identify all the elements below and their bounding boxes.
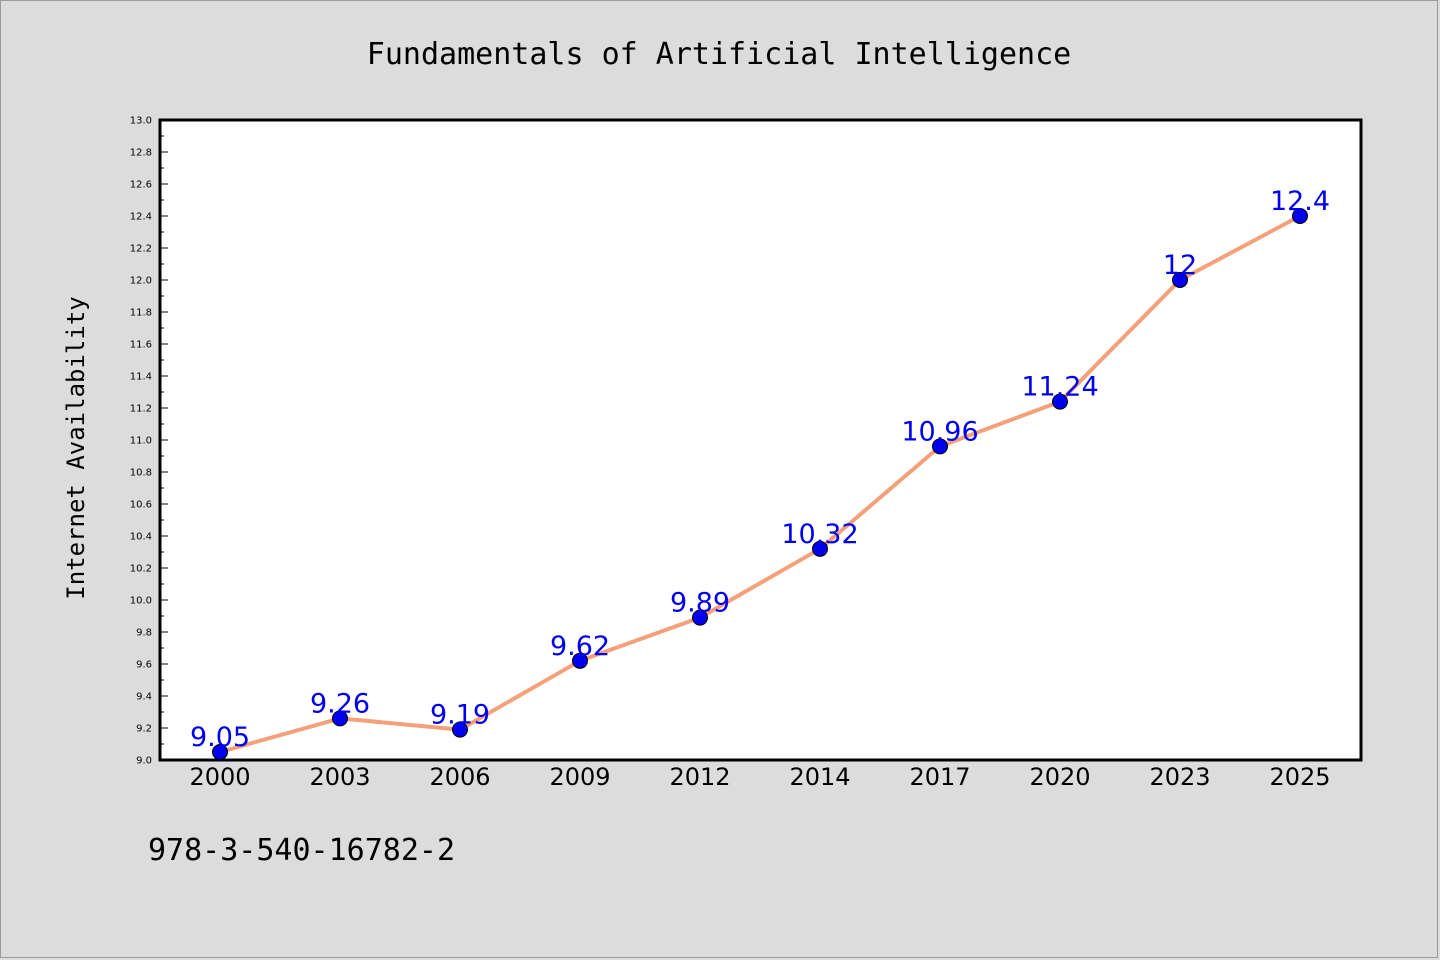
data-label: 10.32 (781, 519, 858, 550)
data-point (572, 652, 588, 669)
data-point (1172, 272, 1188, 288)
data-label: 9.62 (550, 631, 610, 662)
data-label: 9.26 (310, 688, 370, 719)
x-tick-label: 2025 (1269, 763, 1330, 791)
data-label: 12.4 (1270, 186, 1330, 217)
data-label: 12 (1163, 250, 1197, 281)
series-group: 9.05 9.26 9.19 9.62 9.89 10.32 10.96 11.24 12 12.… (190, 186, 1330, 760)
x-tick-label: 2006 (429, 763, 490, 791)
y-tick-label: 12.4 (130, 212, 152, 223)
y-tick-label: 10.0 (130, 596, 152, 607)
y-tick-label: 10.4 (130, 532, 152, 543)
y-tick-label: 11.8 (130, 308, 152, 319)
y-axis-label: Internet Availability (62, 296, 90, 599)
y-tick-label: 9.8 (136, 628, 152, 639)
chart-title: Fundamentals of Artificial Intelligence (367, 37, 1071, 72)
y-tick-label: 9.0 (136, 756, 152, 767)
x-tick-label: 2012 (669, 763, 730, 791)
x-tick-label: 2000 (189, 763, 250, 791)
data-label: 9.05 (190, 722, 250, 753)
y-tick-label: 12.2 (130, 244, 152, 255)
y-tick-label: 11.0 (130, 436, 152, 447)
y-tick-label: 13.0 (130, 116, 152, 127)
y-tick-label: 10.2 (130, 564, 152, 575)
y-tick-label: 9.4 (136, 692, 152, 703)
data-point (452, 721, 468, 738)
x-tick-label: 2020 (1029, 763, 1090, 791)
x-tick-label: 2017 (909, 763, 970, 791)
data-point (1052, 393, 1068, 410)
y-tick-label: 9.6 (136, 660, 152, 671)
x-tick-label: 2014 (789, 763, 850, 791)
data-label: 9.19 (430, 700, 490, 731)
data-point (1292, 208, 1308, 224)
y-tick-label: 11.4 (130, 372, 152, 383)
x-tick-label: 2003 (309, 763, 370, 791)
y-tick-label: 10.8 (130, 468, 152, 479)
data-point (692, 609, 708, 626)
y-tick-label: 12.6 (130, 180, 152, 191)
y-tick-label: 12.0 (130, 276, 152, 287)
x-axis: 2000 2003 2006 2009 2012 2014 2017 2020 2023 2025 (189, 763, 1330, 791)
data-point (812, 540, 828, 557)
x-tick-label: 2009 (549, 763, 610, 791)
y-tick-label: 10.6 (130, 500, 152, 511)
data-point (932, 438, 948, 455)
y-tick-label: 11.6 (130, 340, 152, 351)
data-point (212, 744, 228, 760)
plot-area (158, 118, 1363, 762)
series-line (218, 214, 1302, 754)
x-tick-label: 2023 (1149, 763, 1210, 791)
data-label: 9.89 (670, 588, 730, 619)
y-tick-label: 11.2 (130, 404, 152, 415)
data-label: 11.24 (1021, 372, 1098, 403)
y-tick-label: 12.8 (130, 148, 152, 159)
isbn-footnote: 978-3-540-16782-2 (148, 833, 456, 868)
data-label: 10.96 (901, 416, 978, 447)
y-axis: 9.0 9.2 9.4 9.6 9.8 10.0 10.2 10.4 10.6 10.8 11.0 1… (130, 116, 168, 767)
y-tick-label: 9.2 (136, 724, 152, 735)
data-point (332, 710, 348, 727)
